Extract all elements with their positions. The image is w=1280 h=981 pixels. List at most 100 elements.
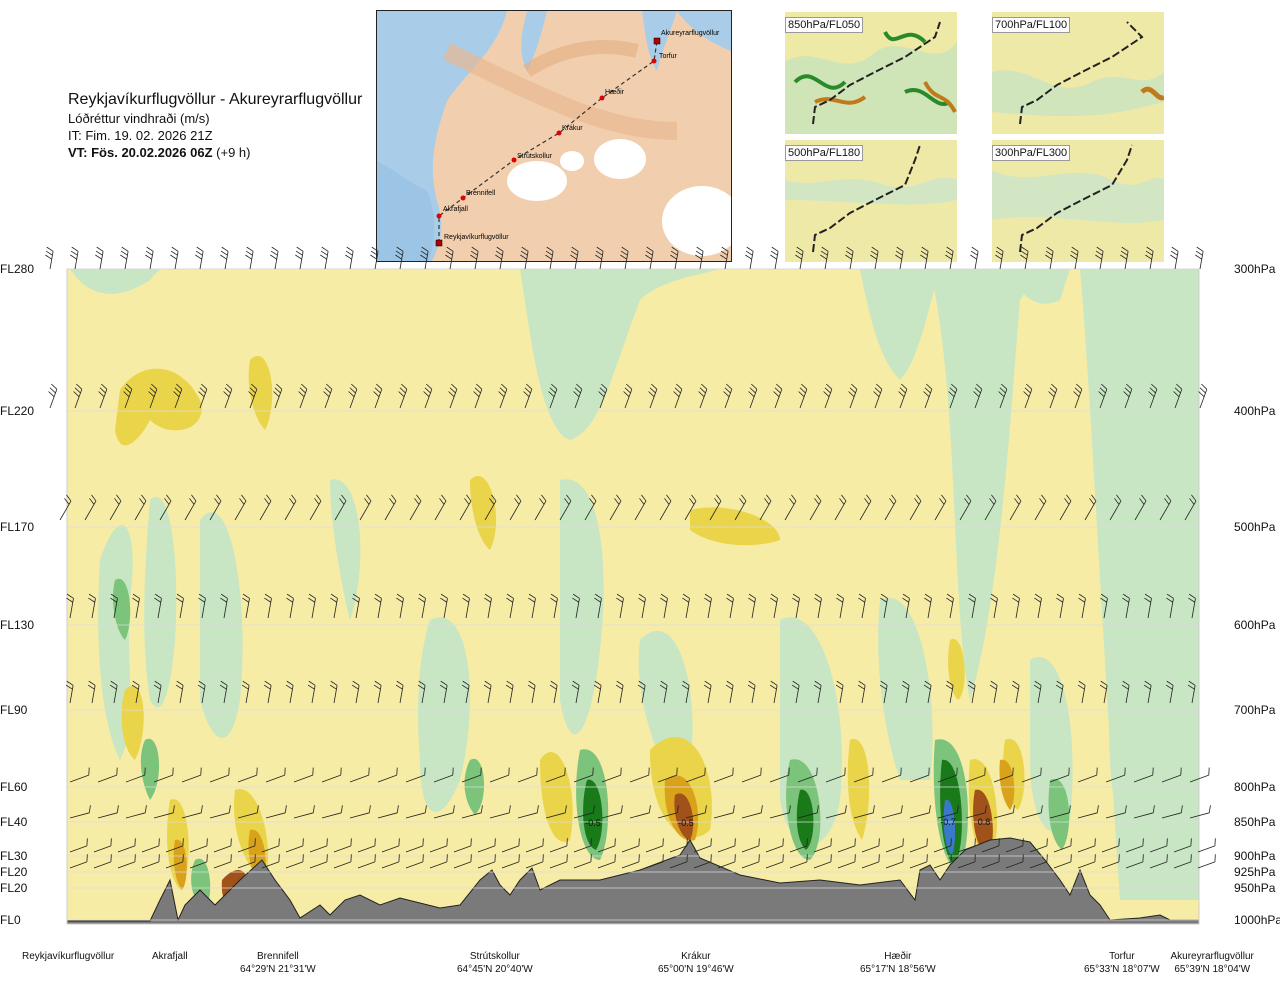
wind-barb bbox=[621, 854, 640, 869]
wind-barb bbox=[765, 854, 784, 869]
wind-barb bbox=[834, 494, 847, 521]
wind-barb bbox=[573, 805, 595, 819]
wind-barb bbox=[571, 680, 580, 704]
wind-barb bbox=[1078, 593, 1086, 619]
wind-barb bbox=[527, 680, 536, 704]
wind-barbs bbox=[45, 246, 1216, 869]
wind-barb bbox=[670, 246, 679, 270]
wind-barb bbox=[967, 680, 976, 704]
wind-barb bbox=[1012, 593, 1020, 619]
wind-barb bbox=[1101, 838, 1120, 853]
wind-barb bbox=[934, 494, 947, 521]
wind-barb bbox=[657, 767, 678, 783]
wind-barb bbox=[175, 680, 184, 704]
wind-barb bbox=[298, 383, 308, 409]
wind-barb bbox=[352, 593, 360, 619]
wind-barb bbox=[384, 494, 397, 521]
wind-barb bbox=[73, 383, 83, 409]
wind-barb bbox=[965, 805, 987, 819]
wind-barb bbox=[123, 383, 133, 409]
wind-barb bbox=[405, 854, 424, 869]
wind-barb bbox=[769, 680, 778, 704]
wind-barb bbox=[309, 494, 322, 521]
wind-barb bbox=[1005, 854, 1024, 869]
wind-barb bbox=[321, 805, 343, 819]
wind-barb bbox=[1084, 494, 1097, 521]
wind-barb bbox=[131, 680, 140, 704]
wind-barb bbox=[1161, 767, 1182, 783]
wind-barb bbox=[957, 838, 976, 853]
wind-barb bbox=[461, 680, 470, 704]
wind-barb bbox=[525, 854, 544, 869]
wind-barb bbox=[483, 680, 492, 704]
wind-barb bbox=[1144, 593, 1152, 619]
wind-barb bbox=[597, 854, 616, 869]
wind-barb bbox=[209, 494, 222, 521]
wind-barb bbox=[1120, 246, 1129, 270]
flight-level-label: FL280 bbox=[0, 262, 35, 276]
wind-barb bbox=[813, 854, 832, 869]
wind-barb bbox=[173, 383, 183, 409]
wind-barb bbox=[584, 494, 597, 521]
waypoint-coords: 65°00'N 19°46'W bbox=[658, 964, 734, 975]
wind-barb bbox=[1195, 246, 1204, 270]
wind-barb bbox=[405, 838, 424, 853]
map-label-akrafjall: Akrafjall bbox=[443, 206, 468, 213]
wind-barb bbox=[1125, 854, 1144, 869]
wind-barb bbox=[629, 767, 650, 783]
wind-barb bbox=[220, 246, 229, 270]
wind-barb bbox=[836, 593, 844, 619]
wind-barb bbox=[184, 494, 197, 521]
wind-barb bbox=[825, 767, 846, 783]
wind-barb bbox=[937, 805, 959, 819]
wind-barb bbox=[1005, 838, 1024, 853]
thumbnail-700hpa[interactable]: 700hPa/FL100 bbox=[992, 12, 1164, 134]
wind-barb bbox=[813, 838, 832, 853]
wind-barb bbox=[1161, 805, 1183, 819]
wind-barb bbox=[993, 767, 1014, 783]
wind-barb bbox=[1100, 593, 1108, 619]
chart-header: Reykjavíkurflugvöllur - Akureyrarflugvöl… bbox=[68, 90, 362, 161]
wind-barb bbox=[809, 494, 822, 521]
wind-barb bbox=[748, 383, 758, 409]
thumbnail-300hpa-label: 300hPa/FL300 bbox=[992, 145, 1071, 161]
wind-barb bbox=[209, 767, 230, 783]
wind-barb bbox=[197, 680, 206, 704]
updraft-core-krakur bbox=[674, 793, 694, 840]
thumbnail-300hpa[interactable]: 300hPa/FL300 bbox=[992, 140, 1164, 262]
wind-barb bbox=[170, 246, 179, 270]
wind-barb bbox=[948, 383, 958, 409]
wind-barb bbox=[1048, 383, 1058, 409]
wind-barb bbox=[398, 383, 408, 409]
wind-barb bbox=[381, 838, 400, 853]
wind-barb bbox=[309, 854, 328, 869]
wind-barb bbox=[769, 805, 791, 819]
wind-barb bbox=[534, 494, 547, 521]
waypoint-name: Akrafjall bbox=[152, 951, 188, 962]
waypoint-label: Krákur 65°00'N 19°46'W bbox=[658, 950, 734, 976]
thumbnail-850hpa[interactable]: 850hPa/FL050 bbox=[785, 12, 957, 134]
wind-barb bbox=[66, 593, 74, 619]
waypoint-name: Reykjavíkurflugvöllur bbox=[22, 951, 115, 962]
pressure-level-label: 300hPa bbox=[1234, 262, 1276, 276]
downdraft-core-strutskollur bbox=[583, 779, 603, 850]
thumbnail-500hpa[interactable]: 500hPa/FL180 bbox=[785, 140, 957, 262]
wind-barb bbox=[861, 854, 880, 869]
wind-barb bbox=[48, 383, 58, 409]
waypoint-coords: 65°39'N 18°04'W bbox=[1174, 964, 1251, 975]
wind-barb bbox=[573, 383, 583, 409]
wind-barb bbox=[264, 593, 272, 619]
wind-barb bbox=[995, 246, 1004, 270]
wind-barb bbox=[333, 838, 352, 853]
wind-barb bbox=[698, 383, 708, 409]
wind-barb bbox=[241, 680, 250, 704]
wind-barb bbox=[845, 246, 854, 270]
vertical-velocity-field bbox=[67, 269, 1199, 924]
wind-barb bbox=[265, 805, 287, 819]
wind-barb bbox=[1011, 680, 1020, 704]
wind-barb bbox=[429, 854, 448, 869]
wind-barb bbox=[870, 246, 879, 270]
wind-barb bbox=[333, 854, 352, 869]
wind-barb bbox=[1159, 494, 1172, 521]
wind-barb bbox=[370, 246, 379, 270]
